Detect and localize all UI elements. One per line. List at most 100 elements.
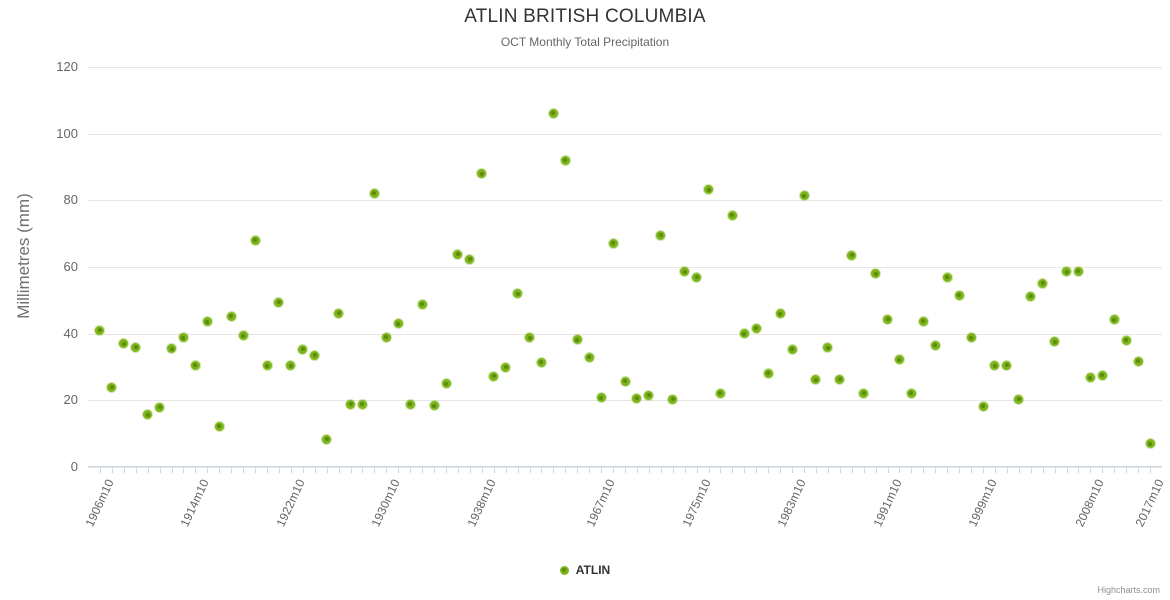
data-point-marker[interactable] xyxy=(894,355,904,365)
data-point-marker[interactable] xyxy=(1121,335,1131,345)
data-point-marker[interactable] xyxy=(1109,315,1119,325)
x-axis-tick xyxy=(756,467,758,473)
data-point-marker[interactable] xyxy=(513,289,523,299)
x-axis-tick xyxy=(1150,467,1152,473)
data-point-marker[interactable] xyxy=(584,352,594,362)
x-axis-tick xyxy=(219,467,221,473)
data-point-marker[interactable] xyxy=(548,108,558,118)
data-point-marker[interactable] xyxy=(692,272,702,282)
data-point-marker[interactable] xyxy=(143,410,153,420)
data-point-marker[interactable] xyxy=(381,332,391,342)
data-point-marker[interactable] xyxy=(978,401,988,411)
data-point-marker[interactable] xyxy=(190,360,200,370)
data-point-marker[interactable] xyxy=(405,399,415,409)
data-point-marker[interactable] xyxy=(1038,278,1048,288)
data-point-marker[interactable] xyxy=(453,249,463,259)
data-point-marker[interactable] xyxy=(310,350,320,360)
data-point-marker[interactable] xyxy=(155,402,165,412)
data-point-marker[interactable] xyxy=(966,333,976,343)
data-point-marker[interactable] xyxy=(226,311,236,321)
data-point-marker[interactable] xyxy=(489,371,499,381)
data-point-marker[interactable] xyxy=(906,388,916,398)
legend-item-atlin[interactable]: ATLIN xyxy=(559,563,610,577)
data-point-marker[interactable] xyxy=(656,230,666,240)
data-point-marker[interactable] xyxy=(1145,439,1155,449)
data-point-marker[interactable] xyxy=(632,393,642,403)
data-point-marker[interactable] xyxy=(274,297,284,307)
data-point-marker[interactable] xyxy=(465,254,475,264)
data-point-marker[interactable] xyxy=(393,319,403,329)
data-point-marker[interactable] xyxy=(214,421,224,431)
data-point-marker[interactable] xyxy=(596,393,606,403)
data-point-marker[interactable] xyxy=(608,238,618,248)
data-point-marker[interactable] xyxy=(1073,266,1083,276)
data-point-marker[interactable] xyxy=(620,376,630,386)
data-point-marker[interactable] xyxy=(704,185,714,195)
data-point-marker[interactable] xyxy=(1062,267,1072,277)
data-point-marker[interactable] xyxy=(871,269,881,279)
x-axis-tick xyxy=(243,467,245,473)
data-point-marker[interactable] xyxy=(847,250,857,260)
data-point-marker[interactable] xyxy=(298,344,308,354)
data-point-marker[interactable] xyxy=(739,329,749,339)
data-point-marker[interactable] xyxy=(1085,373,1095,383)
data-point-marker[interactable] xyxy=(501,362,511,372)
data-point-marker[interactable] xyxy=(262,361,272,371)
data-point-marker[interactable] xyxy=(942,272,952,282)
y-axis-tick-label: 100 xyxy=(56,125,78,141)
data-point-marker[interactable] xyxy=(835,374,845,384)
data-point-marker[interactable] xyxy=(954,290,964,300)
data-point-marker[interactable] xyxy=(990,361,1000,371)
data-point-marker[interactable] xyxy=(883,314,893,324)
chart-legend: ATLIN xyxy=(0,563,1170,578)
data-point-marker[interactable] xyxy=(429,401,439,411)
data-point-marker[interactable] xyxy=(1097,370,1107,380)
data-point-marker[interactable] xyxy=(823,343,833,353)
data-point-marker[interactable] xyxy=(668,394,678,404)
data-point-marker[interactable] xyxy=(560,155,570,165)
data-point-marker[interactable] xyxy=(322,434,332,444)
data-point-marker[interactable] xyxy=(131,342,141,352)
data-point-marker[interactable] xyxy=(1026,291,1036,301)
data-point-marker[interactable] xyxy=(1002,360,1012,370)
data-point-marker[interactable] xyxy=(357,399,367,409)
x-axis-tick xyxy=(780,467,782,473)
data-point-marker[interactable] xyxy=(119,339,129,349)
data-point-marker[interactable] xyxy=(787,344,797,354)
data-point-marker[interactable] xyxy=(525,333,535,343)
data-point-marker[interactable] xyxy=(238,331,248,341)
data-point-marker[interactable] xyxy=(1133,356,1143,366)
data-point-marker[interactable] xyxy=(763,368,773,378)
data-point-marker[interactable] xyxy=(536,357,546,367)
data-point-marker[interactable] xyxy=(202,317,212,327)
data-point-marker[interactable] xyxy=(775,309,785,319)
x-axis-tick xyxy=(422,467,424,473)
data-point-marker[interactable] xyxy=(572,335,582,345)
data-point-marker[interactable] xyxy=(715,388,725,398)
data-point-marker[interactable] xyxy=(107,382,117,392)
data-point-marker[interactable] xyxy=(167,344,177,354)
data-point-marker[interactable] xyxy=(441,379,451,389)
data-point-marker[interactable] xyxy=(811,375,821,385)
data-point-marker[interactable] xyxy=(477,169,487,179)
data-point-marker[interactable] xyxy=(334,308,344,318)
data-point-marker[interactable] xyxy=(930,340,940,350)
data-point-marker[interactable] xyxy=(286,361,296,371)
data-point-marker[interactable] xyxy=(178,333,188,343)
data-point-marker[interactable] xyxy=(1014,394,1024,404)
data-point-marker[interactable] xyxy=(918,316,928,326)
x-axis-tick xyxy=(994,467,996,473)
data-point-marker[interactable] xyxy=(95,325,105,335)
data-point-marker[interactable] xyxy=(859,388,869,398)
data-point-marker[interactable] xyxy=(727,210,737,220)
data-point-marker[interactable] xyxy=(417,299,427,309)
highcharts-credits[interactable]: Highcharts.com xyxy=(1097,585,1160,595)
data-point-marker[interactable] xyxy=(799,191,809,201)
data-point-marker[interactable] xyxy=(369,188,379,198)
data-point-marker[interactable] xyxy=(644,390,654,400)
data-point-marker[interactable] xyxy=(751,323,761,333)
data-point-marker[interactable] xyxy=(680,267,690,277)
data-point-marker[interactable] xyxy=(250,235,260,245)
data-point-marker[interactable] xyxy=(346,399,356,409)
data-point-marker[interactable] xyxy=(1050,337,1060,347)
